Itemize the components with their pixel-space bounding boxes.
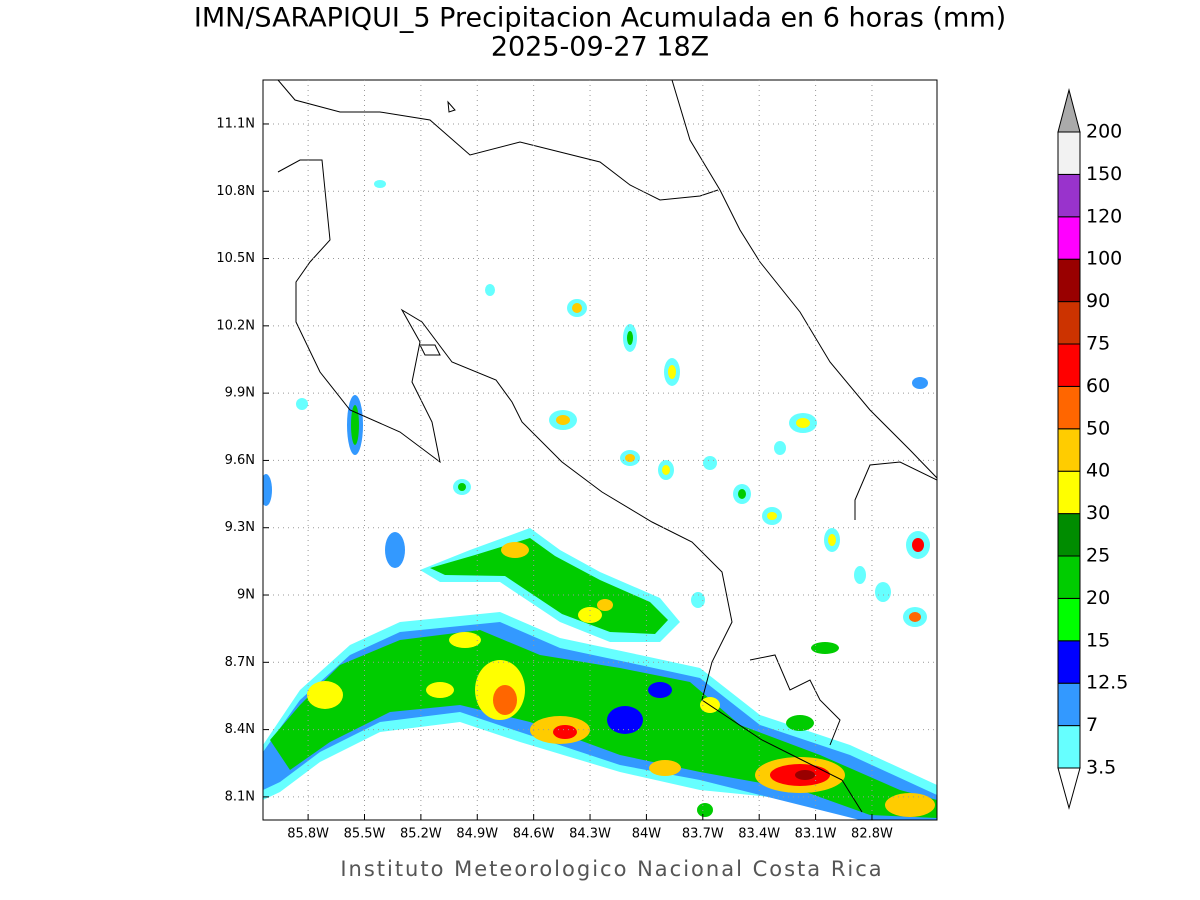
y-tick-label: 8.7N: [225, 655, 255, 670]
y-tick-label: 10.8N: [216, 184, 255, 199]
coastline: [277, 159, 863, 813]
x-tick-label: 83.7W: [682, 827, 724, 842]
x-tick-label: 85.2W: [400, 827, 442, 842]
colorbar-label: 12.5: [1086, 672, 1128, 694]
coastline: [419, 100, 456, 356]
colorbar-label: 3.5: [1086, 757, 1116, 779]
colorbar-box: [1057, 216, 1081, 260]
y-tick-label: 9.9N: [225, 386, 255, 401]
colorbar-label: 30: [1086, 502, 1110, 524]
x-tick-label: 84.6W: [513, 827, 555, 842]
y-tick-label: 9.3N: [225, 520, 255, 535]
colorbar-box: [1057, 555, 1081, 599]
coastline: [749, 461, 937, 746]
colorbar-over: [1057, 88, 1081, 133]
x-tick-label: 85.5W: [344, 827, 386, 842]
title: IMN/SARAPIQUI_5 Precipitacion Acumulada …: [194, 3, 1006, 34]
colorbar-box: [1057, 640, 1081, 684]
footer: Instituto Meteorologico Nacional Costa R…: [340, 857, 883, 881]
x-tick-label: 83.4W: [738, 827, 780, 842]
colorbar-label: 20: [1086, 587, 1110, 609]
colorbar-box: [1057, 513, 1081, 557]
colorbar-box: [1057, 301, 1081, 345]
y-tick-label: 8.4N: [225, 722, 255, 737]
colorbar-label: 7: [1086, 714, 1098, 736]
colorbar-label: 120: [1086, 205, 1122, 227]
y-tick-label: 9N: [237, 588, 255, 603]
colorbar-label: 150: [1086, 163, 1122, 185]
colorbar-box: [1057, 682, 1081, 727]
colorbar-label: 60: [1086, 375, 1110, 397]
subtitle: 2025-09-27 18Z: [491, 32, 709, 63]
y-tick-label: 10.2N: [216, 318, 255, 333]
coastline: [671, 80, 937, 479]
colorbar-label: 25: [1086, 545, 1110, 567]
colorbar-label: 50: [1086, 417, 1110, 439]
colorbar-box: [1057, 258, 1081, 303]
colorbar-label: 40: [1086, 460, 1110, 482]
colorbar-box: [1057, 131, 1081, 175]
colorbar-label: 15: [1086, 629, 1110, 651]
y-tick-label: 10.5N: [216, 251, 255, 266]
precip-field: [263, 180, 937, 820]
x-tick-label: 83.1W: [795, 827, 837, 842]
x-tick-label: 82.8W: [851, 827, 893, 842]
colorbar-box: [1057, 428, 1081, 472]
x-tick-label: 84.3W: [569, 827, 611, 842]
x-tick-label: 84.9W: [456, 827, 498, 842]
colorbar-label: 200: [1086, 121, 1122, 143]
colorbar-under: [1057, 767, 1081, 810]
colorbar-label: 100: [1086, 248, 1122, 270]
colorbar-box: [1057, 725, 1081, 769]
y-tick-label: 11.1N: [216, 116, 255, 131]
colorbar-box: [1057, 173, 1081, 218]
map-area: [263, 80, 937, 820]
y-tick-label: 8.1N: [225, 789, 255, 804]
x-tick-label: 85.8W: [287, 827, 329, 842]
x-tick-label: 84W: [632, 827, 662, 842]
coastline: [277, 80, 719, 201]
map-frame: [262, 79, 938, 821]
colorbar-label: 90: [1086, 290, 1110, 312]
colorbar-box: [1057, 343, 1081, 387]
colorbar-box: [1057, 597, 1081, 642]
colorbar-box: [1057, 470, 1081, 515]
y-tick-label: 9.6N: [225, 453, 255, 468]
colorbar-label: 75: [1086, 333, 1110, 355]
colorbar-box: [1057, 385, 1081, 430]
